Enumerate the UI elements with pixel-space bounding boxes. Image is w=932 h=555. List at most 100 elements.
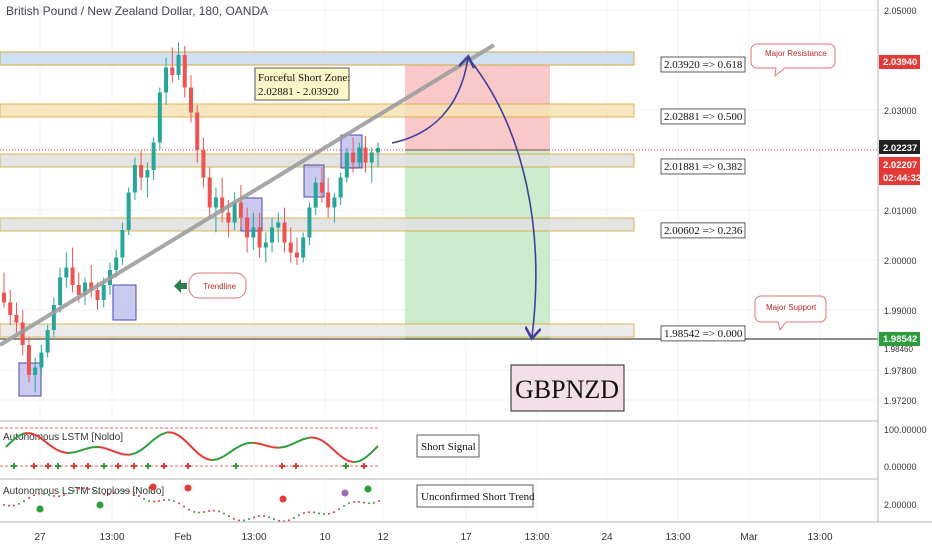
arrow-left-icon [174, 279, 187, 293]
stoploss-dot [313, 511, 315, 514]
stoploss-dot [183, 505, 185, 508]
candle-body [132, 165, 137, 193]
stoploss-marker [364, 485, 372, 493]
stoploss-dot [233, 517, 235, 520]
stoploss-dot [238, 519, 240, 522]
stoploss-dot [218, 510, 220, 513]
stoploss-dot [148, 499, 150, 502]
signal-marker [45, 463, 51, 469]
stoploss-dot [308, 511, 310, 514]
candle-body [164, 67, 169, 93]
candle-body [157, 92, 162, 143]
signal-marker [293, 463, 299, 469]
level-label: 2.02881 => 0.500 [664, 111, 743, 123]
short-zone-range: 2.02881 - 2.03920 [258, 86, 339, 98]
stoploss-dot [373, 501, 375, 504]
signal-marker [145, 463, 151, 469]
stoploss-dot [318, 512, 320, 515]
candle-body [213, 197, 218, 208]
svg-text:2.02207: 2.02207 [883, 160, 917, 171]
stoploss-dot [53, 495, 55, 498]
short-zone-title: Forceful Short Zone: [258, 72, 350, 84]
candle-body [39, 352, 44, 368]
stoploss-dot [168, 498, 170, 501]
bar-countdown: 02:44:32 [883, 173, 921, 184]
candle-body [294, 252, 299, 258]
candle-body [26, 345, 31, 375]
signal-marker [71, 463, 77, 469]
stoploss-dot [273, 518, 275, 521]
unconfirmed-short-label: Unconfirmed Short Trend [421, 491, 535, 503]
trendline[interactable] [0, 43, 496, 347]
stoploss-dot [128, 490, 130, 493]
tag-last-price: 2.02237 [879, 140, 920, 154]
stoploss-marker [149, 483, 157, 491]
trendline-text: Trendline [203, 282, 237, 291]
stoploss-dot [243, 519, 245, 522]
time-tick-label: 12 [377, 532, 389, 543]
candle-body [126, 192, 131, 230]
price-axis[interactable]: 2.05000 2.03000 2.01000 2.00000 1.99000 1.978… [877, 0, 932, 550]
candle-body [51, 305, 56, 330]
candle-body [251, 227, 256, 238]
level-label: 2.03920 => 0.618 [664, 59, 743, 71]
stoploss-dot [68, 492, 70, 495]
price-tick-label: 2.05000 [884, 6, 917, 16]
candle-body [363, 147, 368, 163]
signal-marker [161, 463, 167, 469]
indicator-2-tick: 2.00000 [884, 500, 917, 510]
tag-support: 1.98542 [879, 332, 920, 346]
stoploss-dot [18, 502, 20, 505]
level-band-0000 [0, 323, 635, 338]
candle-body [282, 222, 287, 243]
consolidation-box [240, 197, 263, 232]
price-tick-label: 1.97800 [884, 366, 917, 376]
projection-arrow-down [469, 59, 536, 337]
candle-body [2, 292, 6, 303]
time-tick-label: 13:00 [99, 532, 124, 543]
candle-body [58, 277, 63, 305]
symbol-text: GBPNZD [515, 375, 619, 404]
level-label-box [660, 108, 746, 125]
candle-body [95, 290, 100, 300]
candle-body [245, 217, 250, 238]
projection-arrow-up [391, 58, 468, 144]
candle-body [201, 150, 206, 178]
level-label-box [660, 56, 746, 73]
candle-body [151, 142, 156, 170]
candle-body [226, 212, 231, 223]
stoploss-dot [173, 499, 175, 502]
candle-body [70, 267, 75, 285]
stoploss-dot [158, 500, 160, 503]
candle-body [338, 177, 343, 198]
stoploss-marker [341, 489, 349, 497]
time-tick-label: 24 [601, 532, 613, 543]
candle-body [351, 152, 356, 163]
candle-body [332, 197, 337, 208]
time-axis[interactable]: 27 13:00 Feb 13:00 10 12 17 13:00 24 13:00 Mar 13:0… [0, 521, 932, 543]
candle-body [319, 182, 324, 193]
svg-text:1.98542: 1.98542 [883, 334, 917, 345]
stoploss-dot [98, 492, 100, 495]
stoploss-dot [163, 499, 165, 502]
level-label: 2.01881 => 0.382 [664, 161, 742, 173]
stoploss-dot [23, 500, 25, 503]
candle-body [64, 267, 69, 278]
candle-body [301, 237, 306, 258]
indicator-pane-stoploss: Autonomous LSTM Stoploss [Noldo] Unconfi… [3, 483, 535, 523]
candle-body [238, 202, 243, 218]
time-tick-label: 13:00 [665, 532, 690, 543]
stoploss-dot [223, 512, 225, 515]
signal-marker [55, 463, 61, 469]
level-label: 1.98542 => 0.000 [664, 328, 743, 340]
candle-body [307, 207, 312, 238]
candle-body [195, 112, 200, 150]
stoploss-dot [338, 508, 340, 511]
stoploss-dot [113, 492, 115, 495]
short-signal-label: Short Signal [421, 441, 476, 453]
stoploss-dot [353, 500, 355, 503]
stoploss-dot [118, 490, 120, 493]
level-label-box [660, 325, 746, 342]
candle-body [139, 165, 144, 178]
